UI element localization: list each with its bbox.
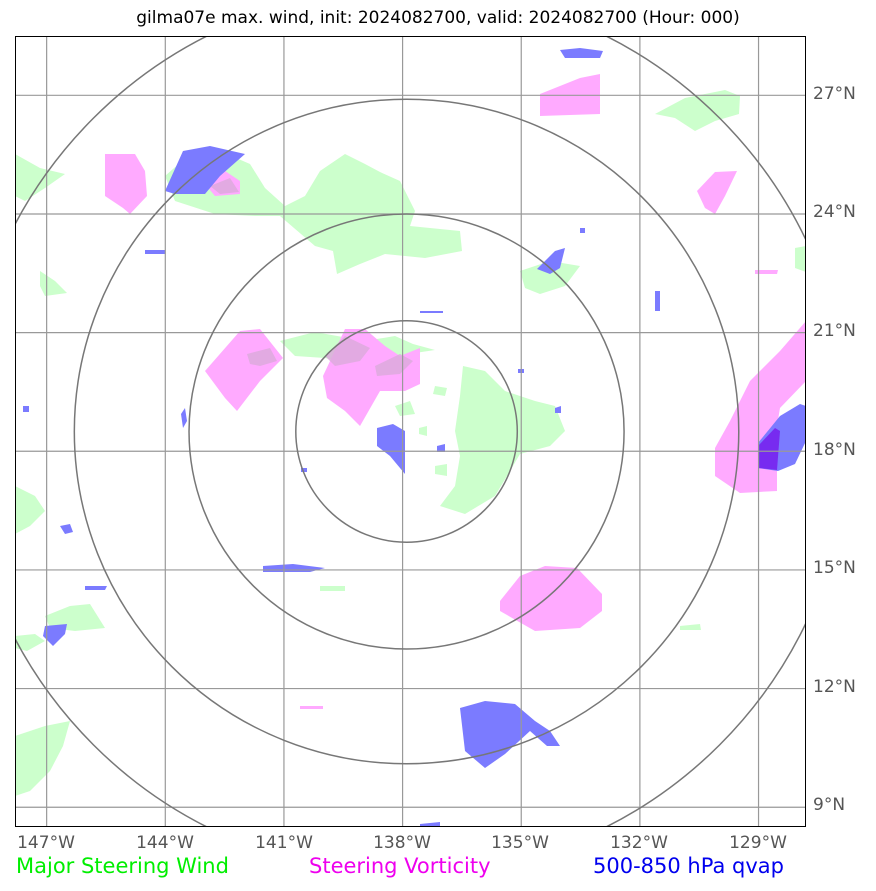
wind-area [15,721,70,796]
lon-label: 138°W [373,833,431,853]
range-rings [15,36,806,827]
steering-wind-layer [15,90,806,796]
wind-area [15,154,65,201]
wind-area [45,604,105,631]
qvap-area [60,524,73,534]
map-title: gilma07e max. wind, init: 2024082700, va… [136,8,740,28]
qvap-area [23,406,29,412]
qvap-area [555,406,561,413]
lon-label: 141°W [255,833,313,853]
vorticity-area [500,566,602,631]
overlap-area [210,178,239,194]
lon-label: 129°W [729,833,787,853]
overlap-layer [210,178,413,376]
wind-area [320,586,345,591]
wind-area [15,486,45,534]
overlap-area [375,354,413,376]
legend-qvap: 500-850 hPa qvap [593,854,784,878]
qvap-area [580,228,585,233]
overlap-area [325,336,370,366]
vorticity-area [755,270,778,274]
legend-steering-vorticity: Steering Vorticity [309,854,491,878]
qvap-area [181,408,187,428]
qvap-area [420,311,443,313]
lon-label: 144°W [136,833,194,853]
wind-area [419,426,427,436]
vorticity-area [300,706,323,709]
lon-label: 147°W [17,833,75,853]
qvap-area [437,444,445,452]
lat-label: 12°N [813,677,856,697]
wind-area [435,464,447,476]
vorticity-area [105,154,147,214]
wind-area [795,246,806,272]
lat-label: 21°N [813,321,856,341]
qvap-area [655,291,660,311]
lat-label: 18°N [813,440,856,460]
qvap-area [85,586,107,590]
overlap-area [247,348,277,366]
legend-steering-wind: Major Steering Wind [16,854,229,878]
vorticity-area [205,329,283,411]
vorticity-area [697,171,737,214]
lat-label: 27°N [813,84,856,104]
wind-area [680,624,701,630]
graticule [15,36,806,827]
qvap-area [145,250,165,254]
wind-area [15,634,45,651]
lon-label: 132°W [610,833,668,853]
qvap-area [43,624,67,646]
strong-overlap-area [758,428,780,470]
lon-label: 135°W [491,833,549,853]
wind-area [440,366,565,514]
range-ring [73,98,740,765]
map-plot [15,36,806,827]
map-background [15,36,806,827]
lat-label: 9°N [813,795,846,815]
qvap-area [460,701,560,768]
wind-area [655,90,740,131]
qvap-area [420,822,440,827]
wind-area [395,401,415,416]
qvap-area [537,248,565,274]
qvap-area [560,48,603,58]
qvap-area [165,146,245,194]
strong-overlap-layer [758,428,780,470]
map-frame [15,36,806,827]
range-ring [188,213,625,650]
lat-label: 15°N [813,558,856,578]
wind-area [433,386,447,396]
wind-area [520,261,580,294]
lat-label: 24°N [813,202,856,222]
range-ring [295,320,519,543]
qvap-area [377,424,405,474]
